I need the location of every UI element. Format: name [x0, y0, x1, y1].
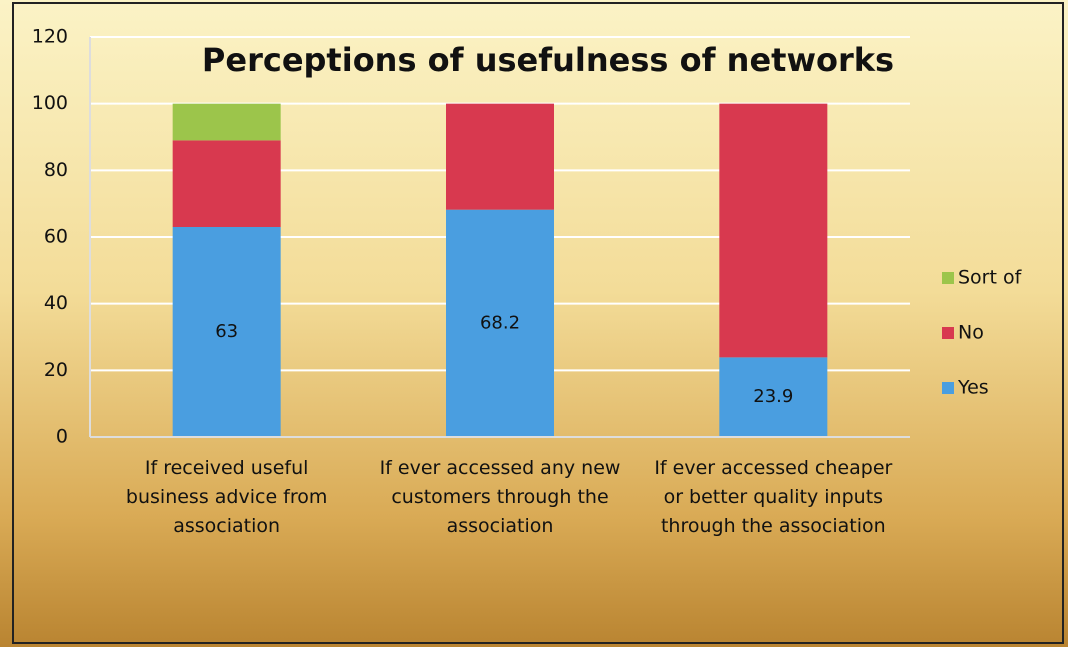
- data-label: 68.2: [480, 312, 520, 333]
- y-tick-label: 20: [44, 359, 68, 381]
- x-tick-label: If ever accessed cheaper or better quali…: [654, 457, 893, 537]
- y-tick-label: 100: [32, 92, 68, 114]
- data-label: 23.9: [753, 386, 793, 407]
- legend-label: Sort of: [958, 267, 1023, 289]
- frame: [12, 2, 1064, 644]
- legend-label: Yes: [957, 377, 989, 399]
- bar-segment: [446, 103, 554, 210]
- y-tick-label: 60: [44, 226, 68, 248]
- data-label: 63: [215, 321, 238, 342]
- legend-swatch: [942, 382, 954, 394]
- y-tick-label: 40: [44, 292, 68, 314]
- bar-segment: [172, 103, 281, 141]
- bar-segment: [446, 209, 554, 437]
- y-tick-label: 80: [44, 159, 68, 181]
- bar-segment: [719, 103, 828, 358]
- y-tick-label: 120: [32, 26, 68, 48]
- x-tick-label: If received useful business advice from …: [125, 457, 328, 537]
- legend-label: No: [958, 322, 984, 344]
- bar-segment: [719, 357, 828, 437]
- bar-segment: [172, 227, 281, 437]
- x-tick-label: If ever accessed any new customers throu…: [379, 457, 621, 537]
- legend-swatch: [942, 272, 954, 284]
- chart-title: Perceptions of usefulness of networks: [202, 41, 894, 79]
- legend-swatch: [942, 327, 954, 339]
- bar-segment: [172, 140, 281, 227]
- y-tick-label: 0: [56, 426, 68, 448]
